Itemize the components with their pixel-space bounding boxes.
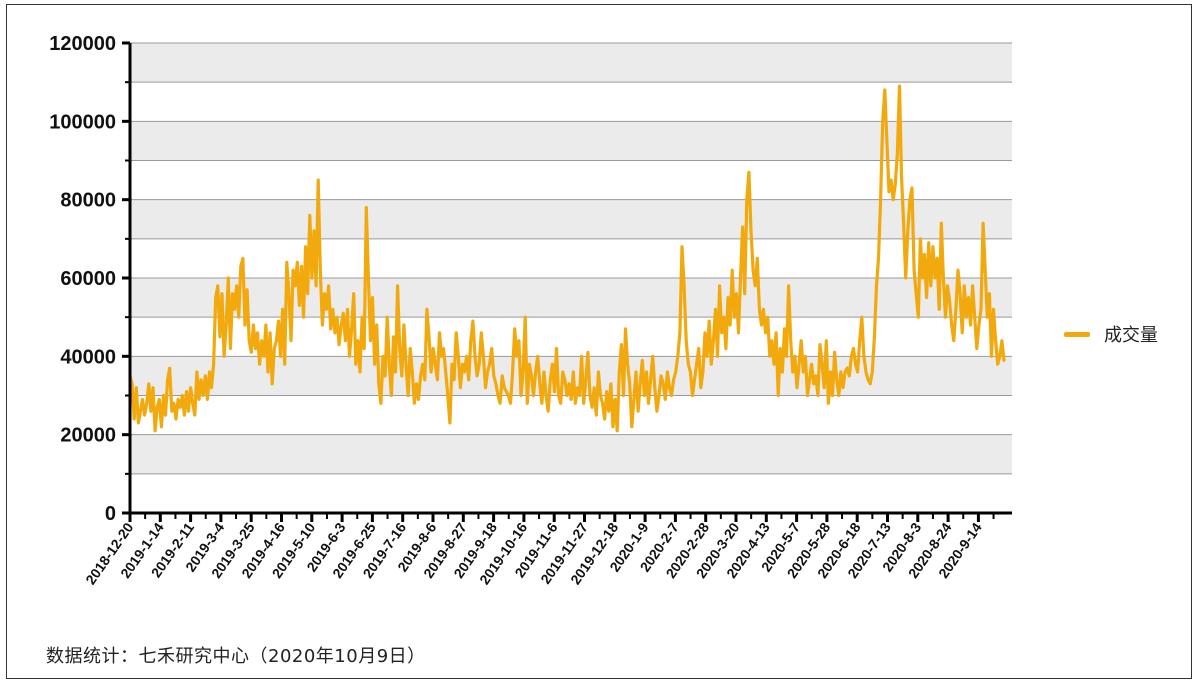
grid-band (130, 199, 1012, 239)
y-tick-label: 20000 (60, 425, 116, 447)
grid-bands (130, 43, 1012, 474)
grid-band (130, 121, 1012, 161)
y-tick-label: 100000 (49, 111, 116, 133)
legend-swatch (1064, 331, 1090, 337)
y-tick-labels: 0 20000 40000 60000 80000 100000 120000 (49, 33, 116, 525)
y-tick-label: 0 (105, 503, 116, 525)
grid-band (130, 278, 1012, 318)
y-tick-label: 120000 (49, 33, 116, 55)
source-note: 数据统计：七禾研究中心（2020年10月9日） (46, 646, 426, 667)
y-tick-label: 60000 (60, 268, 116, 290)
grid-band (130, 43, 1012, 83)
grid-band (130, 434, 1012, 474)
y-tick-label: 40000 (60, 346, 116, 368)
y-tick-label: 80000 (60, 190, 116, 212)
legend: 成交量 (1064, 321, 1158, 347)
legend-label: 成交量 (1104, 325, 1158, 346)
series-line (128, 84, 1006, 433)
axes (122, 41, 1012, 522)
x-tick-labels: 2018-12-202019-1-142019-2-112019-3-42019… (82, 519, 985, 587)
series-layer (128, 84, 1006, 433)
